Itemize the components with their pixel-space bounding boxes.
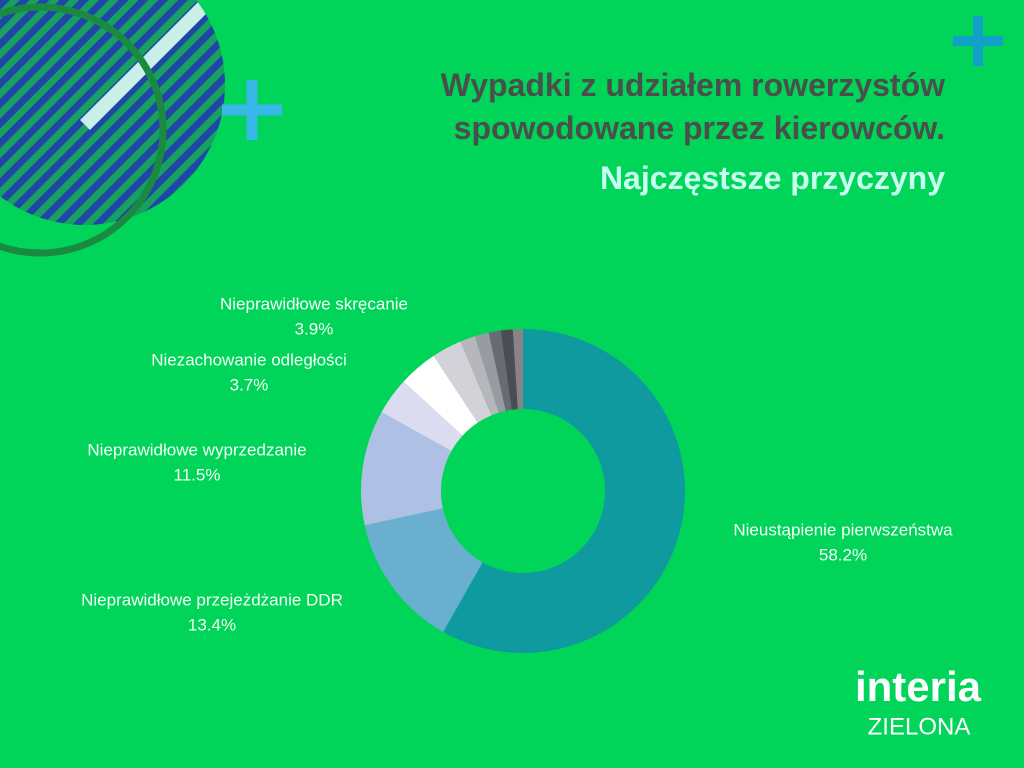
segment-label: Nieprawidłowe skręcanie bbox=[220, 294, 408, 313]
donut-segment bbox=[460, 336, 499, 416]
segment-value-label: 58.2% bbox=[819, 545, 867, 564]
decor-ring bbox=[0, 3, 167, 257]
logo-tagline: ZIELONA bbox=[868, 713, 971, 740]
segment-value-label: 3.9% bbox=[295, 319, 334, 338]
segment-label: Nieprawidłowe przejeżdżanie DDR bbox=[81, 590, 343, 609]
donut-segment bbox=[500, 329, 518, 410]
donut-segment bbox=[381, 381, 463, 452]
decor-plus bbox=[222, 80, 282, 140]
segment-label: Nieustąpienie pierwszeństwa bbox=[733, 520, 953, 539]
segment-value-label: 11.5% bbox=[174, 465, 221, 484]
donut-segment bbox=[361, 412, 452, 526]
segment-label: Nieprawidłowe wyprzedzanie bbox=[87, 440, 306, 459]
donut-segment bbox=[364, 508, 483, 632]
donut-segment bbox=[443, 329, 685, 653]
donut-segment bbox=[433, 341, 492, 423]
donut-segment bbox=[474, 332, 506, 413]
chart-title: Wypadki z udziałem rowerzystów spowodowa… bbox=[440, 67, 945, 146]
donut-segment bbox=[403, 355, 478, 436]
segment-value-label: 13.4% bbox=[188, 615, 236, 634]
donut-segment bbox=[512, 329, 523, 410]
segment-label: Niezachowanie odległości bbox=[151, 350, 347, 369]
chart-subtitle: Najczęstsze przyczyny bbox=[599, 160, 945, 196]
donut-segment bbox=[488, 330, 512, 411]
decor-bar bbox=[80, 0, 220, 130]
segment-value-label: 3.7% bbox=[230, 375, 269, 394]
decor-circle bbox=[0, 0, 225, 225]
logo-brand: interia bbox=[855, 663, 982, 710]
decor-plus bbox=[953, 16, 1003, 66]
